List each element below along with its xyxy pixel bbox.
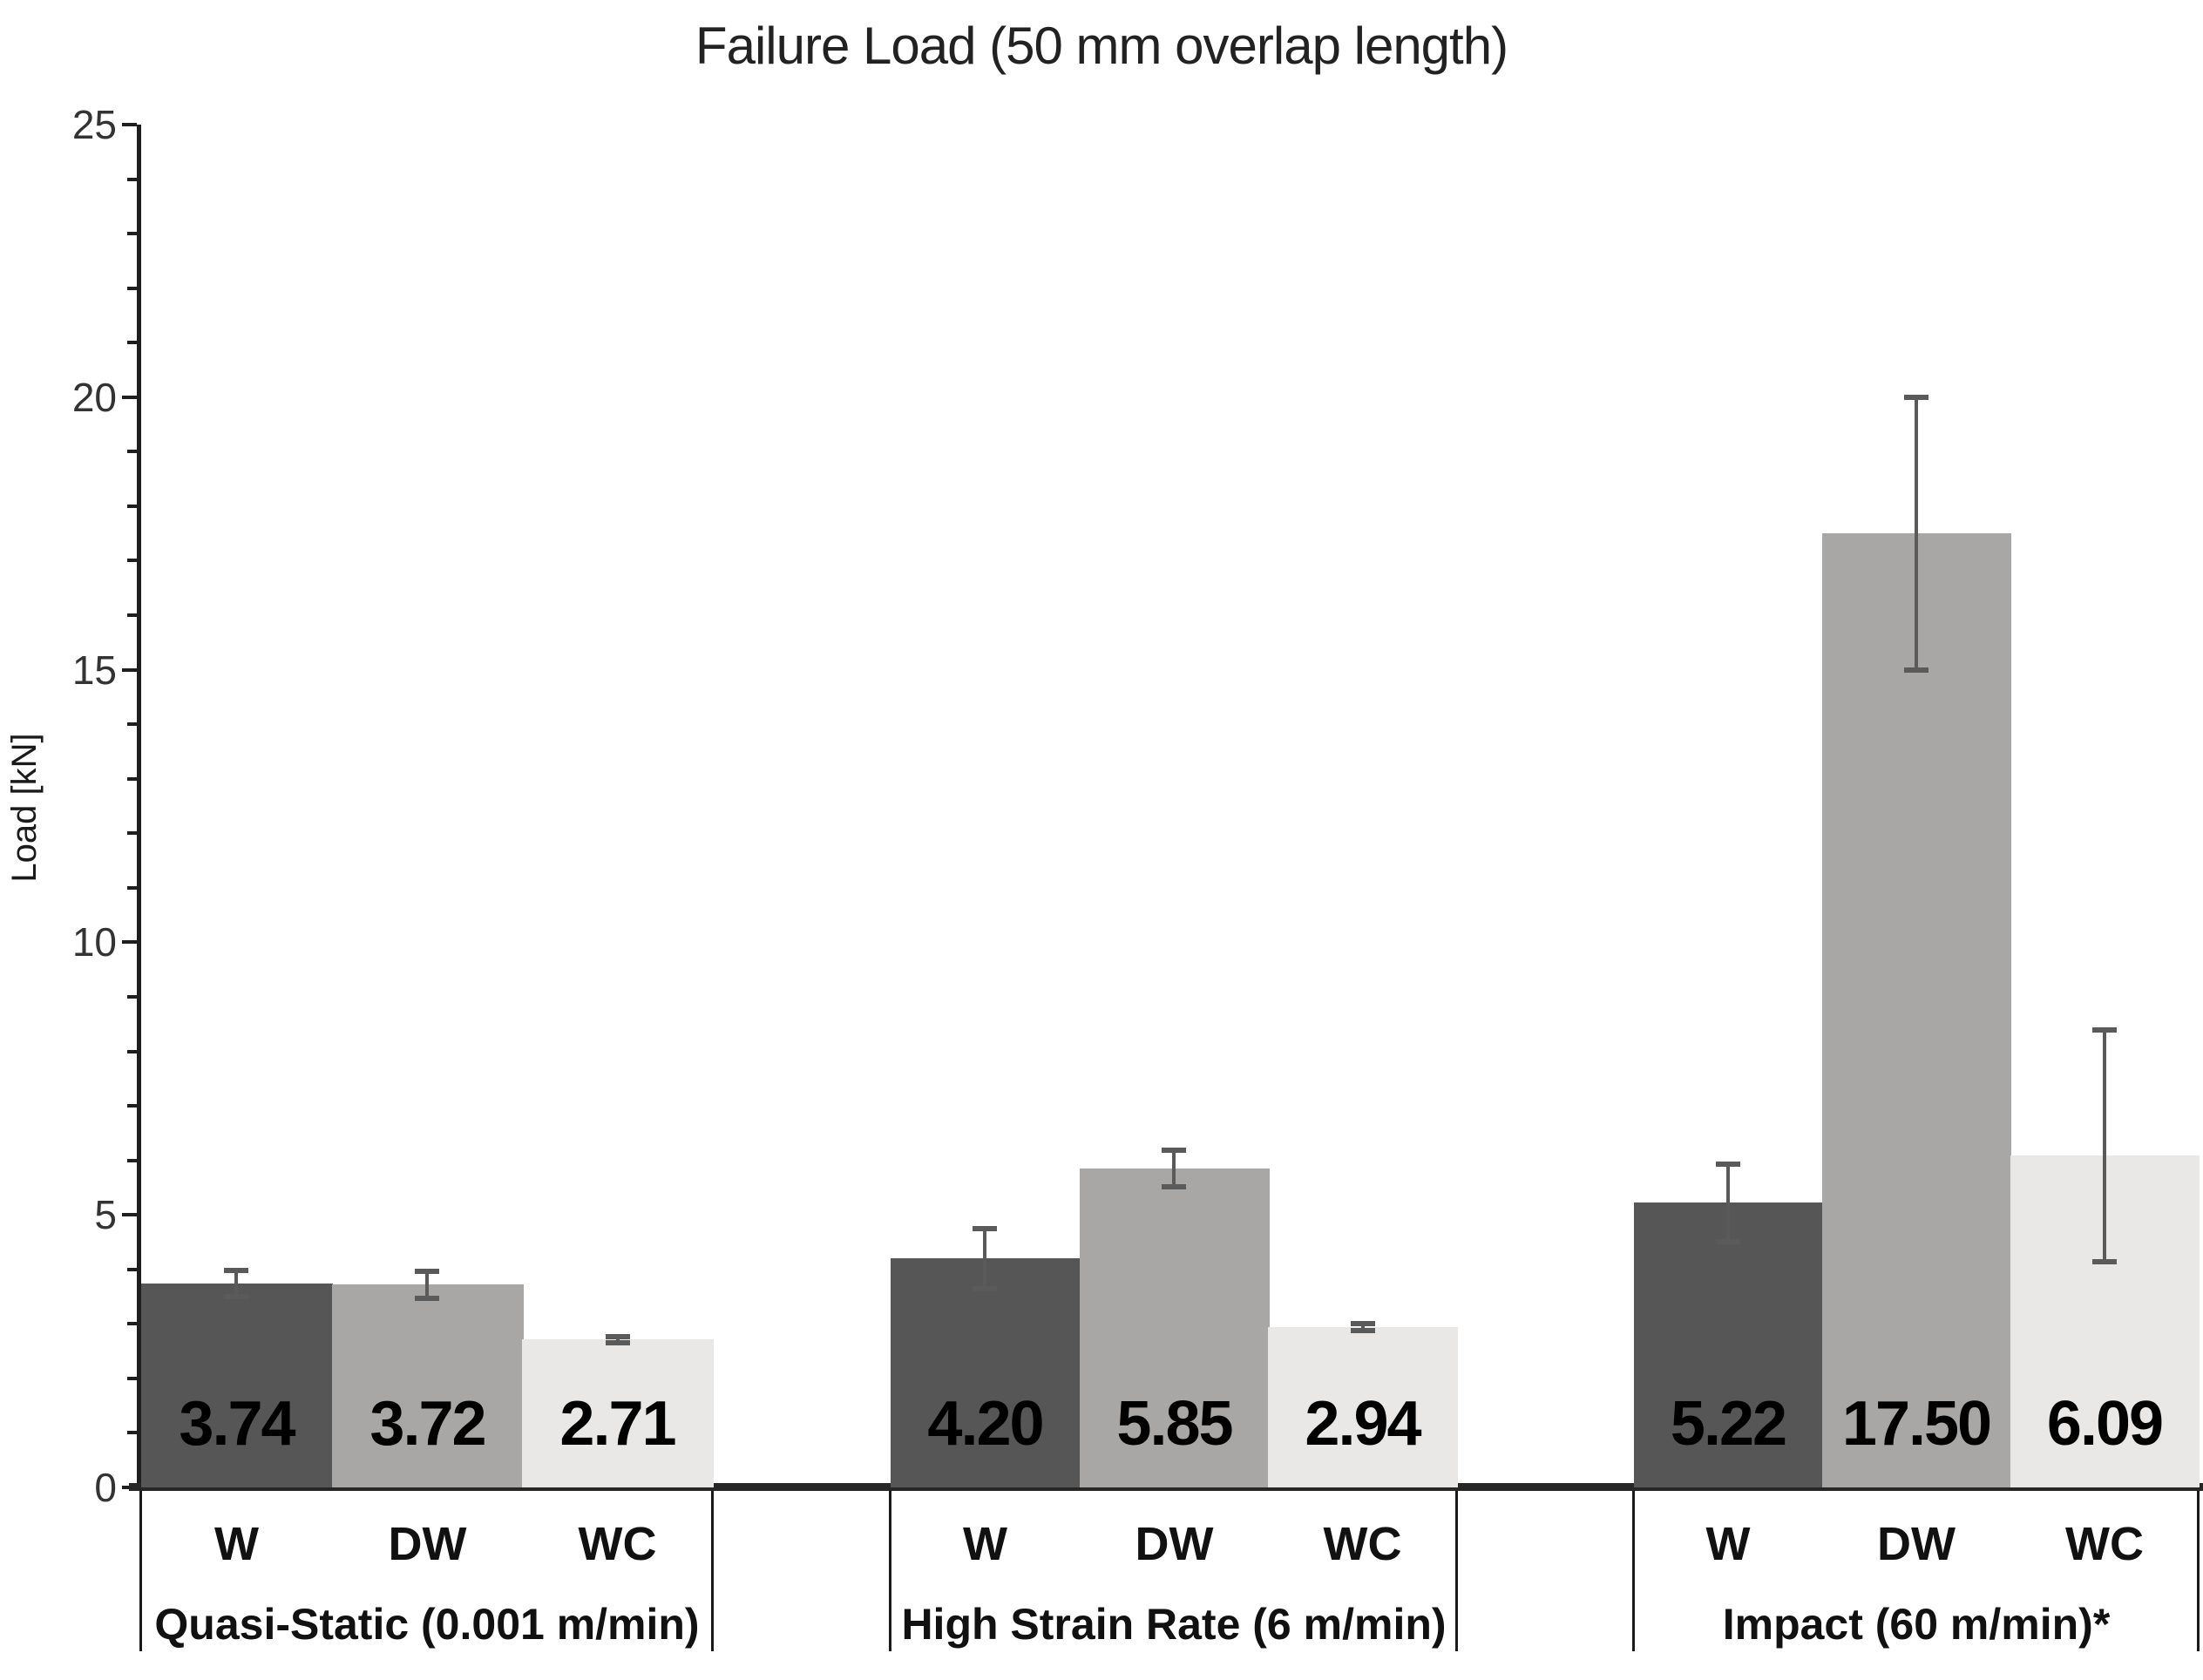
bar xyxy=(1822,533,2011,1487)
error-bar-cap-bottom xyxy=(1716,1239,1740,1244)
category-divider xyxy=(139,1491,142,1651)
bar xyxy=(1080,1169,1270,1487)
error-bar-cap-bottom xyxy=(1351,1328,1375,1333)
y-axis-minor-tick xyxy=(127,1050,137,1053)
error-bar-whisker xyxy=(1915,397,1918,670)
bar xyxy=(1634,1202,1823,1487)
error-bar-whisker xyxy=(1172,1150,1176,1186)
error-bar-whisker xyxy=(234,1270,238,1297)
bar-value-label: 5.85 xyxy=(1116,1389,1233,1459)
y-axis-minor-tick xyxy=(127,505,137,508)
error-bar-whisker xyxy=(2103,1030,2106,1262)
y-axis-minor-tick xyxy=(127,178,137,181)
bar-category-label: DW xyxy=(388,1518,467,1570)
category-divider xyxy=(1632,1491,1635,1651)
chart-title: Failure Load (50 mm overlap length) xyxy=(695,17,1508,75)
bar-category-label: DW xyxy=(1877,1518,1956,1570)
error-bar-cap-top xyxy=(1162,1148,1186,1153)
error-bar-whisker xyxy=(1726,1164,1730,1242)
bar-value-label: 2.71 xyxy=(559,1389,676,1459)
y-axis-minor-tick xyxy=(127,722,137,726)
y-axis-minor-tick xyxy=(127,450,137,453)
bar xyxy=(141,1284,333,1487)
error-bar-cap-bottom xyxy=(415,1296,439,1301)
y-axis-tick-label: 10 xyxy=(71,919,117,965)
y-axis-major-tick xyxy=(122,668,137,672)
error-bar-cap-top xyxy=(1351,1321,1375,1326)
bar xyxy=(891,1258,1081,1487)
category-divider xyxy=(711,1491,714,1651)
bar-category-label: W xyxy=(214,1518,259,1570)
y-axis-tick-label: 0 xyxy=(94,1465,117,1510)
error-bar-cap-top xyxy=(2092,1027,2117,1033)
error-bar-cap-top xyxy=(606,1334,630,1339)
group-label: High Strain Rate (6 m/min) xyxy=(901,1600,1447,1649)
error-bar-cap-top xyxy=(973,1226,997,1231)
error-bar-cap-top xyxy=(224,1268,248,1273)
y-axis-major-tick xyxy=(122,940,137,944)
y-axis-minor-tick xyxy=(127,1431,137,1434)
bar-category-label: WC xyxy=(2065,1518,2144,1570)
bar-value-label: 5.22 xyxy=(1670,1389,1787,1459)
bar-value-label: 4.20 xyxy=(927,1389,1044,1459)
bar xyxy=(522,1339,714,1487)
group-label: Quasi-Static (0.001 m/min) xyxy=(154,1600,700,1649)
group-label: Impact (60 m/min)* xyxy=(1722,1600,2111,1649)
error-bar-cap-top xyxy=(415,1269,439,1274)
error-bar-cap-top xyxy=(1716,1162,1740,1167)
bar-value-label: 6.09 xyxy=(2046,1389,2164,1459)
y-axis-minor-tick xyxy=(127,995,137,999)
y-axis-minor-tick xyxy=(127,613,137,617)
bar-value-label: 3.72 xyxy=(369,1389,486,1459)
y-axis-minor-tick xyxy=(127,1268,137,1271)
y-axis-minor-tick xyxy=(127,559,137,562)
y-axis-tick-label: 20 xyxy=(71,375,117,420)
y-axis-line xyxy=(137,125,141,1491)
y-axis-tick-label: 25 xyxy=(71,102,117,147)
error-bar-whisker xyxy=(1361,1324,1365,1331)
bar-category-label: WC xyxy=(578,1518,657,1570)
error-bar-cap-top xyxy=(1904,395,1928,400)
y-axis-minor-tick xyxy=(127,1322,137,1325)
bar-value-label: 2.94 xyxy=(1305,1389,1421,1459)
error-bar-cap-bottom xyxy=(2092,1259,2117,1264)
y-axis-major-tick xyxy=(122,1213,137,1216)
category-divider xyxy=(889,1491,891,1651)
bar-category-label: WC xyxy=(1323,1518,1402,1570)
bar-category-label: DW xyxy=(1135,1518,1214,1570)
error-bar-cap-bottom xyxy=(973,1286,997,1291)
y-axis-tick-label: 15 xyxy=(71,647,117,693)
error-bar-whisker xyxy=(983,1229,986,1289)
bar xyxy=(1268,1327,1458,1487)
bar xyxy=(332,1284,524,1487)
error-bar-whisker xyxy=(616,1337,620,1342)
bar-category-label: W xyxy=(1705,1518,1751,1570)
y-axis-minor-tick xyxy=(127,287,137,290)
y-axis-minor-tick xyxy=(127,1377,137,1380)
y-axis-minor-tick xyxy=(127,886,137,890)
y-axis-minor-tick xyxy=(127,232,137,235)
bar-value-label: 17.50 xyxy=(1841,1389,1992,1459)
y-axis-major-tick xyxy=(122,123,137,126)
error-bar-cap-bottom xyxy=(224,1294,248,1299)
error-bar-cap-bottom xyxy=(1904,667,1928,673)
y-axis-minor-tick xyxy=(127,831,137,835)
y-axis-minor-tick xyxy=(127,777,137,781)
y-axis-minor-tick xyxy=(127,1159,137,1162)
bar-value-label: 3.74 xyxy=(179,1389,295,1459)
y-axis-minor-tick xyxy=(127,341,137,344)
category-divider xyxy=(2197,1491,2200,1651)
error-bar-cap-bottom xyxy=(1162,1184,1186,1189)
error-bar-cap-bottom xyxy=(606,1340,630,1345)
bar-category-label: W xyxy=(963,1518,1007,1570)
y-axis-minor-tick xyxy=(127,1104,137,1108)
error-bar-whisker xyxy=(425,1271,429,1298)
y-axis-major-tick xyxy=(122,396,137,399)
y-axis-tick-label: 5 xyxy=(94,1192,117,1237)
category-divider xyxy=(1455,1491,1458,1651)
